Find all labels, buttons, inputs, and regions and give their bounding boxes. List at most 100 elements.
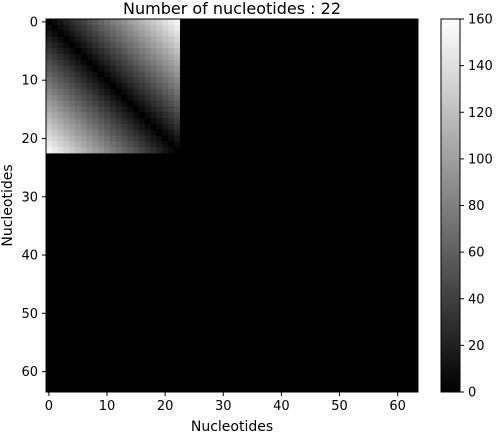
- heatmap-cell: [80, 48, 88, 55]
- heatmap-cell: [98, 129, 105, 136]
- heatmap-cell: [63, 53, 70, 61]
- heatmap-cell: [156, 83, 163, 90]
- heatmap-cell: [86, 135, 93, 142]
- heatmap-cell: [57, 106, 64, 113]
- heatmap-cell: [57, 19, 64, 26]
- heatmap-cell: [168, 48, 175, 55]
- heatmap-cell: [121, 65, 128, 72]
- heatmap-cell: [75, 83, 82, 90]
- heatmap-cell: [63, 71, 70, 78]
- heatmap-cells: [46, 19, 418, 392]
- heatmap-cell: [150, 118, 157, 125]
- heatmap-cell: [51, 19, 58, 26]
- heatmap-cell: [98, 100, 105, 107]
- heatmap-cell: [69, 123, 76, 131]
- heatmap-cell: [92, 30, 99, 37]
- heatmap-cell: [104, 59, 111, 66]
- heatmap-cell: [86, 118, 93, 125]
- heatmap-cell: [133, 30, 140, 37]
- heatmap-cell: [92, 24, 99, 32]
- heatmap-cell: [69, 24, 76, 32]
- heatmap-cell: [51, 123, 58, 131]
- heatmap-cell: [133, 118, 140, 125]
- heatmap-cell: [98, 48, 105, 55]
- heatmap-cell: [168, 129, 175, 136]
- heatmap-cell: [139, 59, 146, 66]
- heatmap-cell: [75, 65, 82, 72]
- heatmap-cell: [63, 77, 70, 84]
- heatmap-cell: [86, 129, 93, 136]
- heatmap-cell: [92, 77, 99, 84]
- heatmap-cell: [57, 65, 64, 72]
- heatmap-cell: [69, 106, 76, 113]
- heatmap-cell: [109, 129, 117, 136]
- heatmap-cell: [150, 77, 157, 84]
- heatmap-cell: [69, 71, 76, 78]
- heatmap-cell: [86, 147, 93, 154]
- heatmap-cell: [173, 106, 181, 113]
- heatmap-cell: [46, 53, 53, 61]
- heatmap-cell: [168, 106, 175, 113]
- heatmap-cell: [63, 100, 70, 107]
- heatmap-cell: [57, 94, 64, 101]
- x-tick-label: 60: [389, 399, 406, 414]
- heatmap-cell: [92, 65, 99, 72]
- heatmap-cell: [156, 65, 163, 72]
- heatmap-cell: [168, 147, 175, 154]
- heatmap-cell: [63, 83, 70, 90]
- heatmap-cell: [57, 100, 64, 107]
- heatmap-cell: [51, 147, 58, 154]
- heatmap-cell: [156, 141, 163, 148]
- heatmap-cell: [109, 48, 117, 55]
- y-tick-label: 60: [21, 365, 38, 380]
- heatmap-cell: [80, 71, 88, 78]
- heatmap-cell: [156, 147, 163, 154]
- heatmap-cell: [109, 24, 117, 32]
- heatmap-cell: [86, 83, 93, 90]
- heatmap-cell: [150, 106, 157, 113]
- heatmap-cell: [162, 129, 169, 136]
- heatmap-cell: [104, 71, 111, 78]
- y-tick-label: 0: [30, 15, 38, 30]
- heatmap-cell: [92, 59, 99, 66]
- heatmap-cell: [75, 129, 82, 136]
- colorbar: [440, 18, 461, 393]
- heatmap-cell: [173, 147, 181, 154]
- heatmap-cell: [51, 36, 58, 43]
- heatmap-cell: [80, 30, 88, 37]
- heatmap-cell: [133, 19, 140, 26]
- heatmap-cell: [115, 112, 122, 119]
- heatmap-cell: [46, 100, 53, 107]
- heatmap-cell: [98, 36, 105, 43]
- heatmap-cell: [46, 118, 53, 125]
- heatmap-cell: [46, 71, 53, 78]
- colorbar-axis: 0 20 40 60 80 100 120 140 160: [460, 13, 493, 401]
- heatmap-cell: [69, 65, 76, 72]
- heatmap-cell: [139, 36, 146, 43]
- heatmap-cell: [168, 36, 175, 43]
- heatmap-cell: [162, 71, 169, 78]
- heatmap-cell: [144, 77, 151, 84]
- heatmap-cell: [144, 53, 151, 61]
- heatmap-cell: [63, 123, 70, 131]
- heatmap-cell: [121, 24, 128, 32]
- heatmap-cell: [109, 123, 117, 131]
- heatmap-cell: [115, 88, 122, 96]
- heatmap-cell: [139, 141, 146, 148]
- heatmap-cell: [133, 77, 140, 84]
- heatmap-cell: [92, 123, 99, 131]
- heatmap-cell: [98, 59, 105, 66]
- heatmap-cell: [57, 129, 64, 136]
- heatmap-cell: [57, 24, 64, 32]
- heatmap-cell: [162, 53, 169, 61]
- heatmap-cell: [121, 129, 128, 136]
- heatmap-cell: [115, 71, 122, 78]
- heatmap-cell: [173, 53, 181, 61]
- heatmap-cell: [173, 88, 181, 96]
- heatmap-cell: [133, 24, 140, 32]
- heatmap-cell: [104, 24, 111, 32]
- heatmap-cell: [168, 83, 175, 90]
- heatmap-cell: [51, 88, 58, 96]
- heatmap-cell: [115, 123, 122, 131]
